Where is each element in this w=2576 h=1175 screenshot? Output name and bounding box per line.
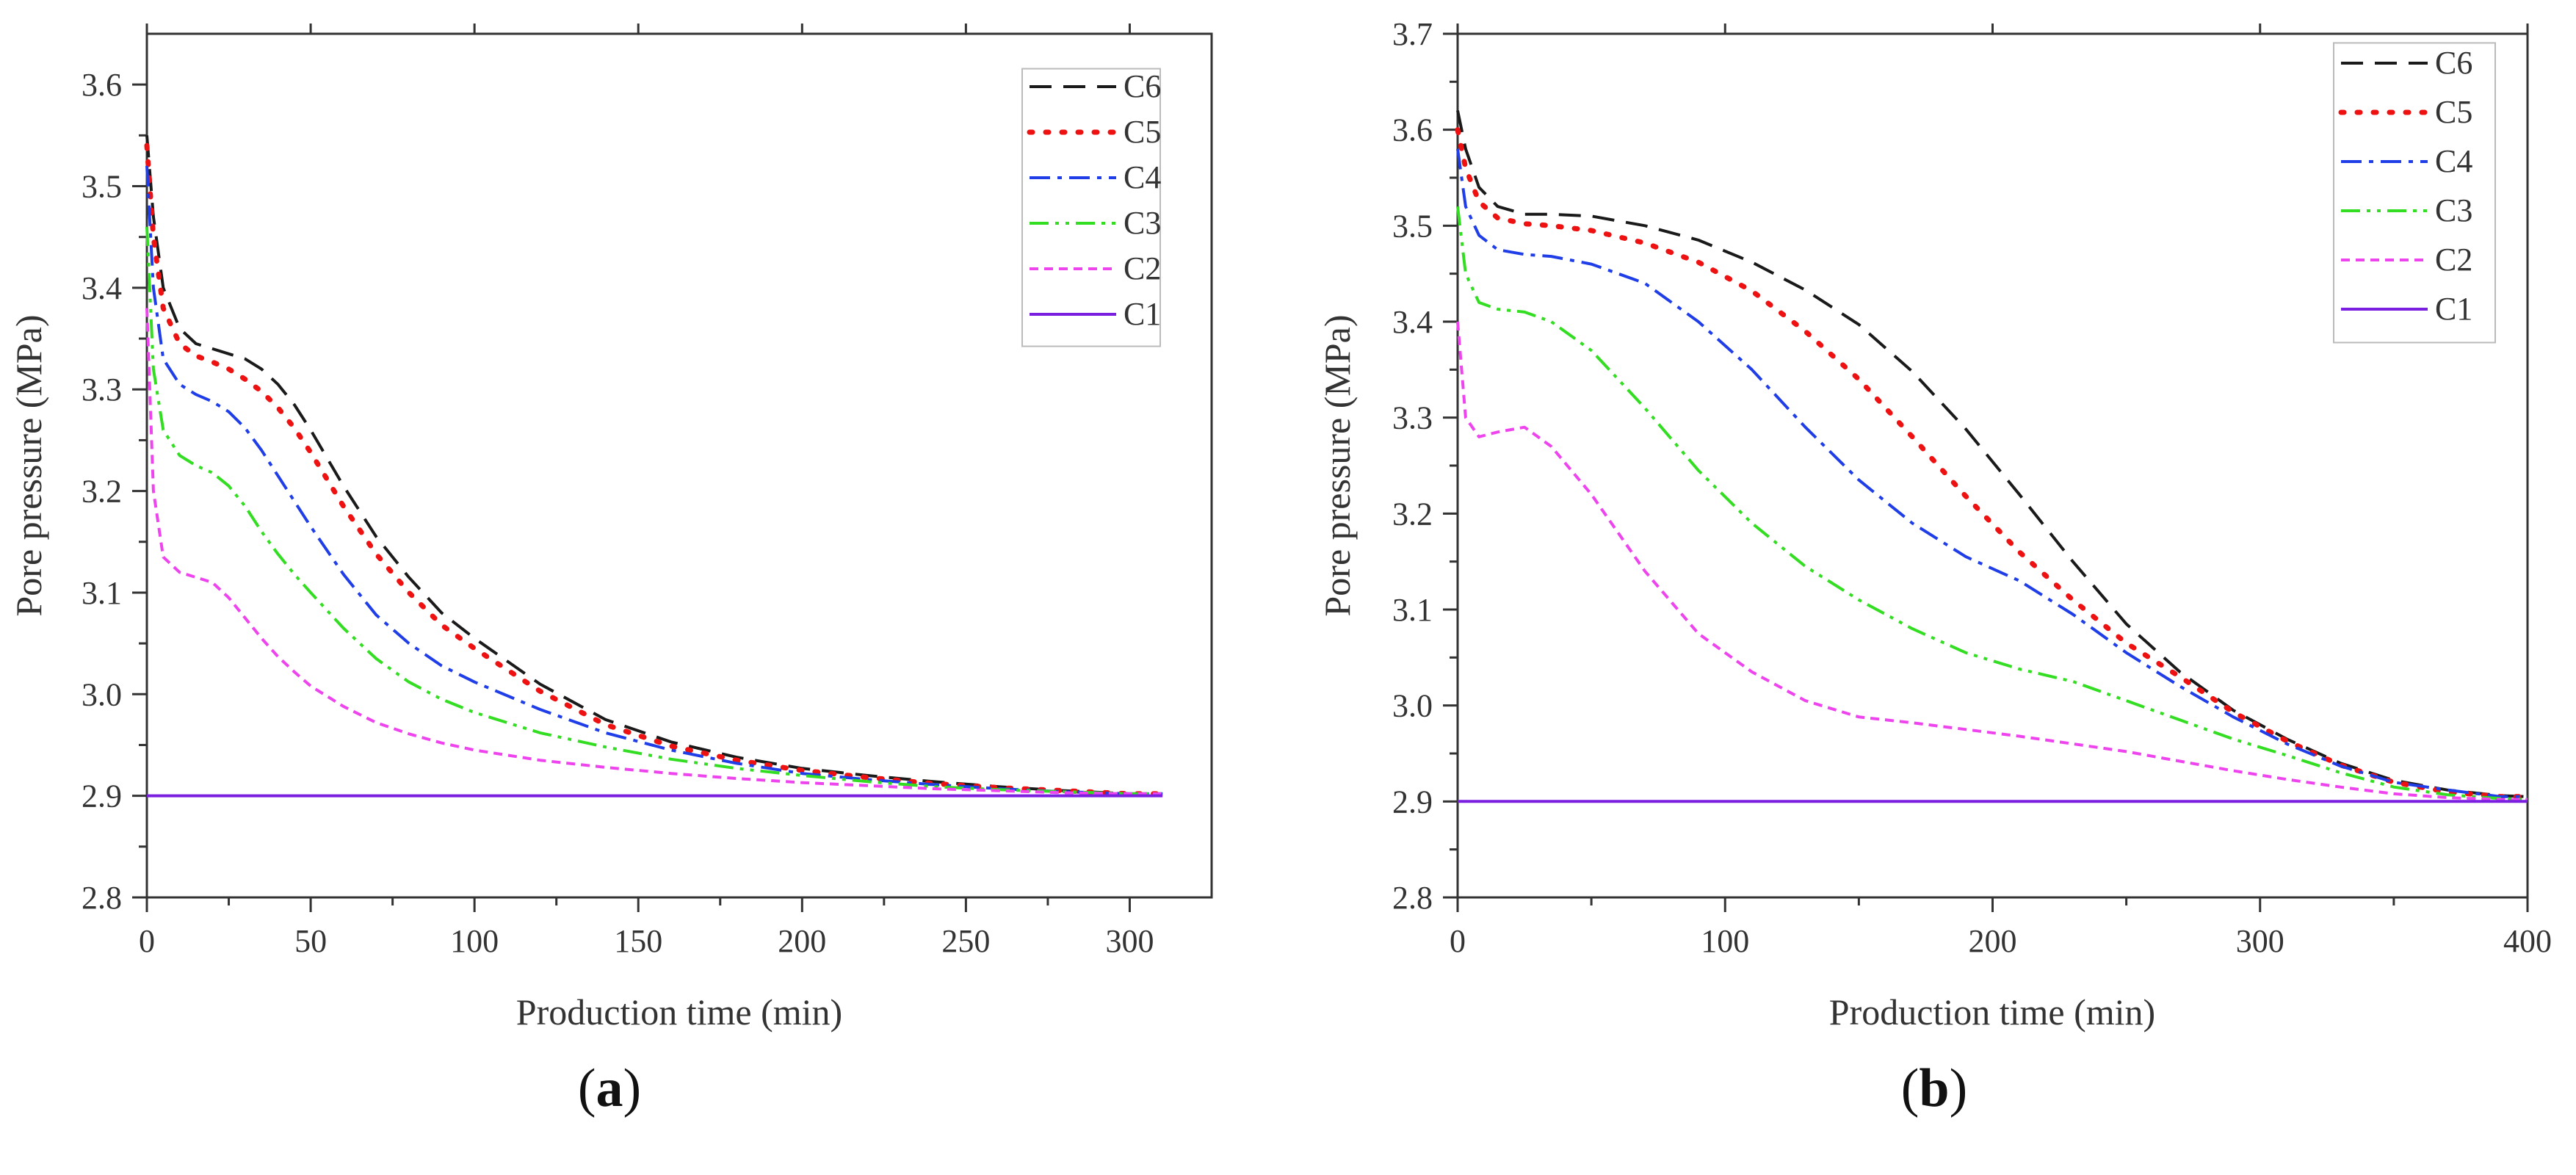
legend-label-c3: C3 [1124,205,1161,241]
x-tick-label: 300 [1105,923,1154,959]
legend-label-c6: C6 [1124,68,1161,104]
y-tick-label: 3.3 [1392,400,1433,436]
y-tick-label: 3.5 [1392,208,1433,244]
legend-label-c1: C1 [2435,291,2472,327]
y-tick-label: 3.2 [82,474,122,510]
series-line-c3 [145,226,1163,795]
y-axis-label: Pore pressure (MPa) [1317,314,1358,616]
series-line-c3 [1456,206,2528,801]
y-tick-label: 3.1 [1392,592,1433,628]
series-line-c4 [1456,148,2528,798]
x-tick-label: 150 [614,923,662,959]
y-tick-label: 3.0 [82,676,122,712]
x-tick-label: 300 [2236,923,2284,959]
legend-label-c2: C2 [2435,242,2472,278]
x-axis-label: Production time (min) [516,991,842,1033]
x-axis-label: Production time (min) [1829,991,2155,1033]
x-tick-label: 50 [294,923,327,959]
legend-label-c3: C3 [2435,192,2472,228]
panel-label-b: (b) [1900,1058,1968,1118]
y-tick-label: 3.4 [82,270,122,306]
x-tick-label: 100 [450,923,499,959]
y-tick-label: 3.4 [1392,304,1433,340]
legend-box [1021,68,1161,347]
y-tick-label: 3.7 [1392,16,1433,52]
panel-label-a: (a) [577,1058,642,1118]
legend-label-c5: C5 [1124,114,1161,150]
panel-letter-a: a [596,1058,623,1118]
y-tick-label: 3.0 [1392,688,1433,724]
legend-label-c2: C2 [1124,250,1161,286]
series-line-c5 [144,142,1165,797]
legend-label-c1: C1 [1124,296,1161,332]
legend-label-c6: C6 [2435,45,2472,81]
y-tick-label: 2.9 [1392,784,1433,820]
chart-panel-a: 0 50 100 150 200 250 300 2.8 2.9 3.0 3.1 3.2 3.3 3.4 3… [8,24,1213,1033]
legend-label-c4: C4 [2435,143,2472,179]
y-tick-label: 2.8 [82,880,122,916]
x-tick-label: 250 [941,923,990,959]
x-tick-label: 400 [2503,923,2552,959]
y-tick-label: 3.6 [1392,112,1433,148]
plot-frame [145,32,1213,899]
series-line-c6 [145,135,1163,795]
y-tick-label: 3.1 [82,575,122,611]
panel-letter-b: b [1919,1058,1950,1118]
y-tick-label: 3.5 [82,169,122,205]
y-tick-label: 2.8 [1392,880,1433,916]
x-tick-label: 0 [139,923,155,959]
legend-label-c4: C4 [1124,159,1161,195]
series-line-c4 [145,165,1163,795]
y-tick-label: 3.2 [1392,496,1433,532]
y-tick-label: 3.6 [82,67,122,103]
y-tick-label: 3.3 [82,372,122,408]
series-line-c2 [1456,321,2528,801]
x-tick-label: 200 [778,923,826,959]
x-tick-label: 200 [1969,923,2017,959]
series-line-c2 [145,308,1163,795]
x-tick-label: 0 [1450,923,1466,959]
x-tick-label: 100 [1701,923,1749,959]
legend-label-c5: C5 [2435,94,2472,130]
chart-panel-b: 0 100 200 300 400 2.8 2.9 3.0 3.1 3.2 3.3 3.4 3.5 3.6… [1317,16,2552,1033]
y-axis-label: Pore pressure (MPa) [8,314,49,616]
series-line-c6 [1456,110,2528,798]
y-tick-label: 2.9 [82,778,122,814]
legend-box [2333,42,2496,344]
